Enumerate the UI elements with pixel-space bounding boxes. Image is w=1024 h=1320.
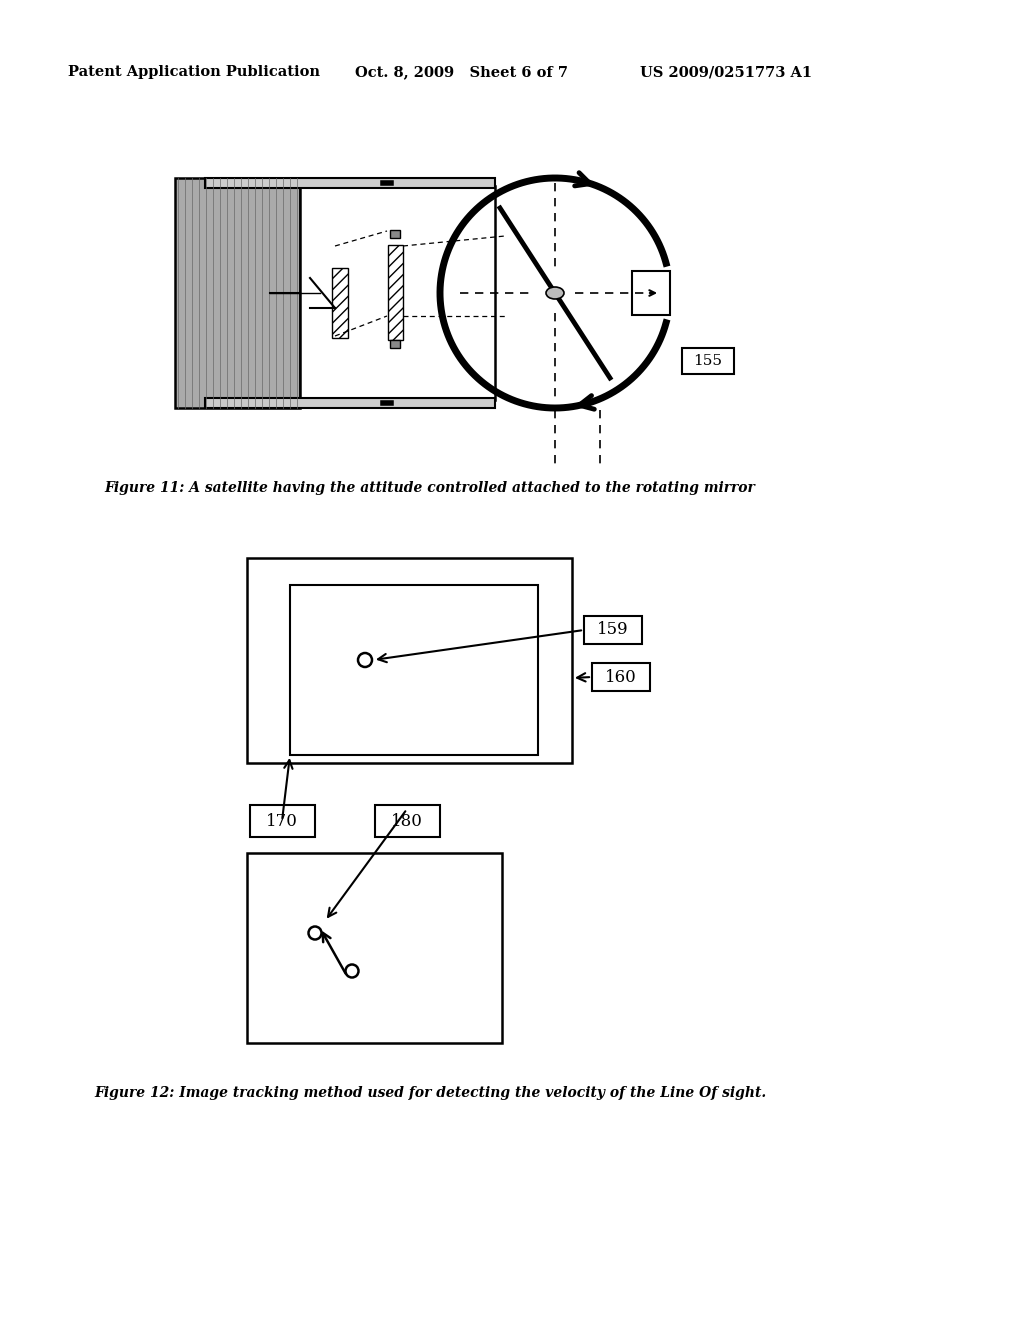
Bar <box>632 271 670 315</box>
Text: US 2009/0251773 A1: US 2009/0251773 A1 <box>640 65 812 79</box>
Text: 170: 170 <box>266 813 298 829</box>
Text: 180: 180 <box>391 813 423 829</box>
Bar <box>584 616 642 644</box>
Bar <box>390 230 400 238</box>
Bar <box>388 246 403 341</box>
Bar <box>247 853 502 1043</box>
Bar <box>300 186 495 400</box>
Text: 160: 160 <box>605 668 637 685</box>
Bar <box>247 558 572 763</box>
Bar <box>250 805 315 837</box>
Text: Figure 11: A satellite having the attitude controlled attached to the rotating m: Figure 11: A satellite having the attitu… <box>104 480 756 495</box>
Text: 155: 155 <box>693 354 723 368</box>
Circle shape <box>345 965 358 978</box>
Bar <box>205 399 495 408</box>
Circle shape <box>358 653 372 667</box>
Bar <box>205 178 495 187</box>
Bar <box>290 585 538 755</box>
Text: 159: 159 <box>597 622 629 639</box>
Bar <box>375 805 440 837</box>
Bar <box>682 348 734 374</box>
Bar <box>332 268 348 338</box>
Text: Oct. 8, 2009   Sheet 6 of 7: Oct. 8, 2009 Sheet 6 of 7 <box>355 65 568 79</box>
Bar <box>592 663 650 690</box>
Bar <box>175 178 300 408</box>
Circle shape <box>308 927 322 940</box>
Bar <box>390 341 400 348</box>
Bar <box>175 178 300 408</box>
Ellipse shape <box>546 286 564 300</box>
Text: Patent Application Publication: Patent Application Publication <box>68 65 319 79</box>
Text: Figure 12: Image tracking method used for detecting the velocity of the Line Of : Figure 12: Image tracking method used fo… <box>94 1086 766 1100</box>
